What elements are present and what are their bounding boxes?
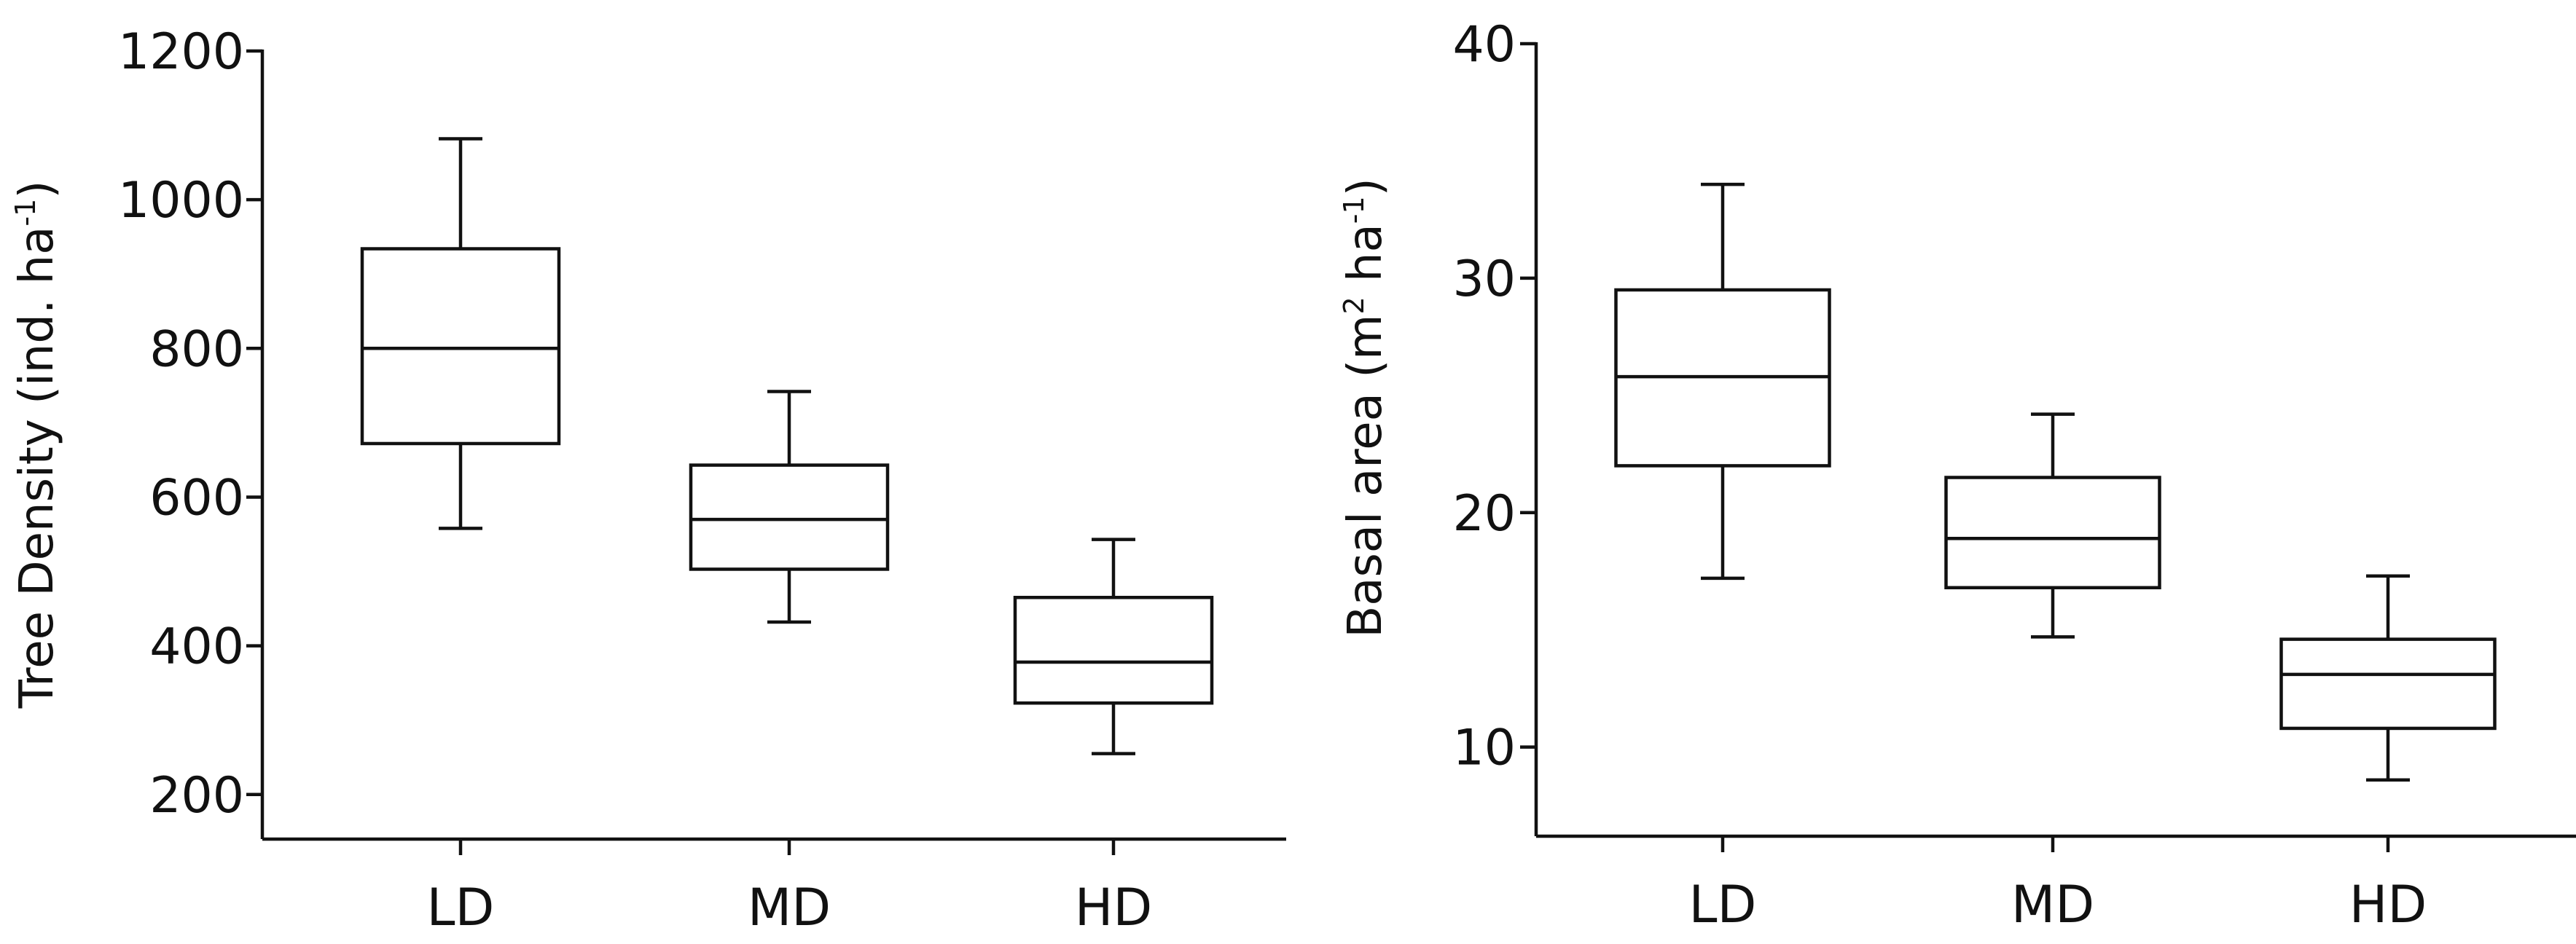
interquartile-box — [2279, 637, 2497, 731]
y-tick-label: 1000 — [118, 172, 244, 229]
y-axis-label-part: ) — [10, 181, 64, 199]
x-tick-label: HD — [2349, 875, 2427, 935]
y-axis-label-superscript: 2 — [1338, 296, 1370, 314]
x-tick-label: MD — [748, 878, 831, 937]
interquartile-box — [689, 463, 890, 571]
y-axis-label: Tree Density (ind. ha-1) — [9, 181, 64, 709]
box-MD — [689, 390, 890, 624]
y-axis-label-part: Basal area (m — [1339, 314, 1393, 637]
x-tick-label: MD — [2011, 875, 2094, 935]
y-tick-label: 600 — [149, 469, 244, 527]
y-tick-label: 400 — [149, 618, 244, 676]
interquartile-box — [1013, 596, 1214, 705]
box-HD — [1013, 538, 1214, 755]
box-LD — [360, 137, 561, 530]
y-axis-label-part: Tree Density (ind. ha — [10, 227, 64, 709]
y-axis-label-superscript: -1 — [1338, 196, 1370, 224]
y-axis-label-part: ha — [1339, 224, 1393, 296]
interquartile-box — [1944, 476, 2161, 590]
y-tick-label: 20 — [1452, 485, 1516, 543]
x-tick-label: LD — [427, 878, 495, 937]
box-HD — [2279, 574, 2497, 782]
y-tick-label: 800 — [149, 320, 244, 378]
basal-area-panel: 10 20 30 40 LD MD HD Basal area (m2 ha-1) — [1338, 16, 2576, 935]
y-tick-label: 1200 — [118, 23, 244, 81]
y-tick-label: 40 — [1452, 16, 1516, 74]
y-tick-label: 200 — [149, 767, 244, 825]
y-axis-label-superscript: -1 — [9, 199, 42, 227]
interquartile-box — [360, 247, 561, 446]
x-tick-label: HD — [1075, 878, 1153, 937]
x-tick-label: LD — [1689, 875, 1757, 935]
y-axis-label: Basal area (m2 ha-1) — [1338, 178, 1393, 637]
y-axis-label-part: ) — [1339, 178, 1393, 196]
tree-density-panel: 200 400 600 800 1000 1200 LD MD HD Tree Density (… — [9, 23, 1286, 937]
y-tick-label: 10 — [1452, 720, 1516, 777]
box-MD — [1944, 412, 2161, 639]
box-LD — [1614, 182, 1831, 581]
y-tick-label: 30 — [1452, 251, 1516, 308]
